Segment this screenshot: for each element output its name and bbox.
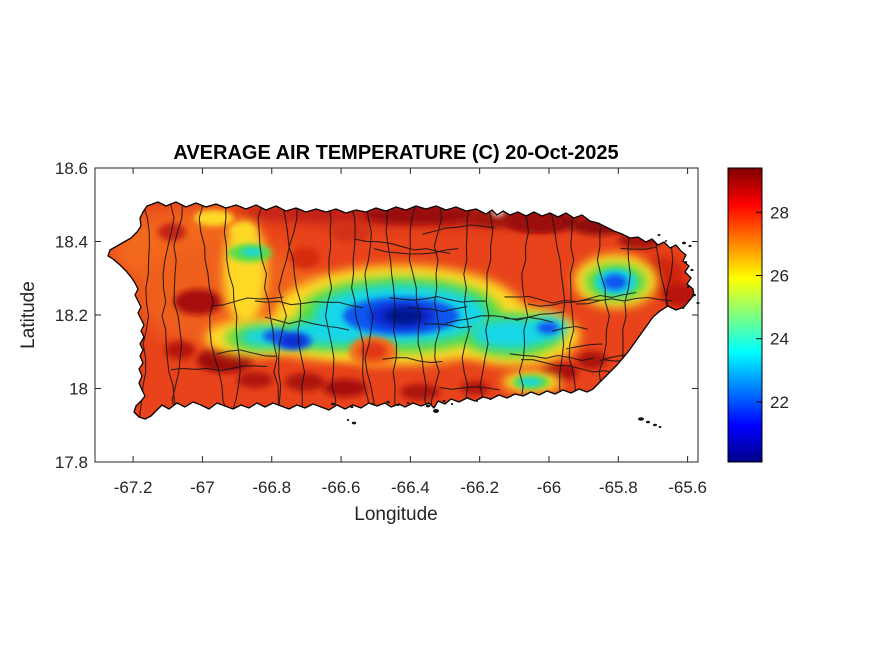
colorbar: 22 24 26 28	[727, 167, 789, 463]
y-tick-label: 17.8	[55, 453, 88, 472]
colorbar-tick-label: 22	[770, 393, 789, 412]
colorbar-tick-label: 28	[770, 203, 789, 222]
colorbar-bar	[727, 167, 763, 463]
x-tick-label: -65.8	[599, 478, 638, 497]
x-axis-label: Longitude	[354, 504, 437, 525]
x-tick-label: -65.6	[668, 478, 707, 497]
x-tick-label: -67	[190, 478, 215, 497]
x-tick-label: -66	[537, 478, 562, 497]
y-tick-label: 18.4	[55, 233, 88, 252]
y-tick-label: 18	[69, 380, 88, 399]
x-tick-label: -67.2	[114, 478, 153, 497]
colorbar-tick-label: 24	[770, 330, 789, 349]
offshore-cays	[331, 234, 700, 428]
y-axis-ticks: 18.6 18.4 18.2 18 17.8	[55, 159, 698, 472]
x-tick-label: -66.6	[322, 478, 361, 497]
colorbar-ticks: 22 24 26 28	[756, 203, 789, 412]
x-tick-label: -66.4	[391, 478, 430, 497]
x-axis-ticks: -67.2 -67 -66.8 -66.6 -66.4 -66.2 -66 -65.8 -65.…	[114, 168, 707, 497]
y-tick-label: 18.2	[55, 306, 88, 325]
colorbar-tick-label: 26	[770, 266, 789, 285]
y-tick-label: 18.6	[55, 159, 88, 178]
island-map	[108, 202, 694, 419]
x-tick-label: -66.8	[252, 478, 291, 497]
x-tick-label: -66.2	[460, 478, 499, 497]
figure-title: AVERAGE AIR TEMPERATURE (C) 20-Oct-2025	[173, 142, 618, 164]
y-axis-label: Latitude	[18, 281, 39, 349]
